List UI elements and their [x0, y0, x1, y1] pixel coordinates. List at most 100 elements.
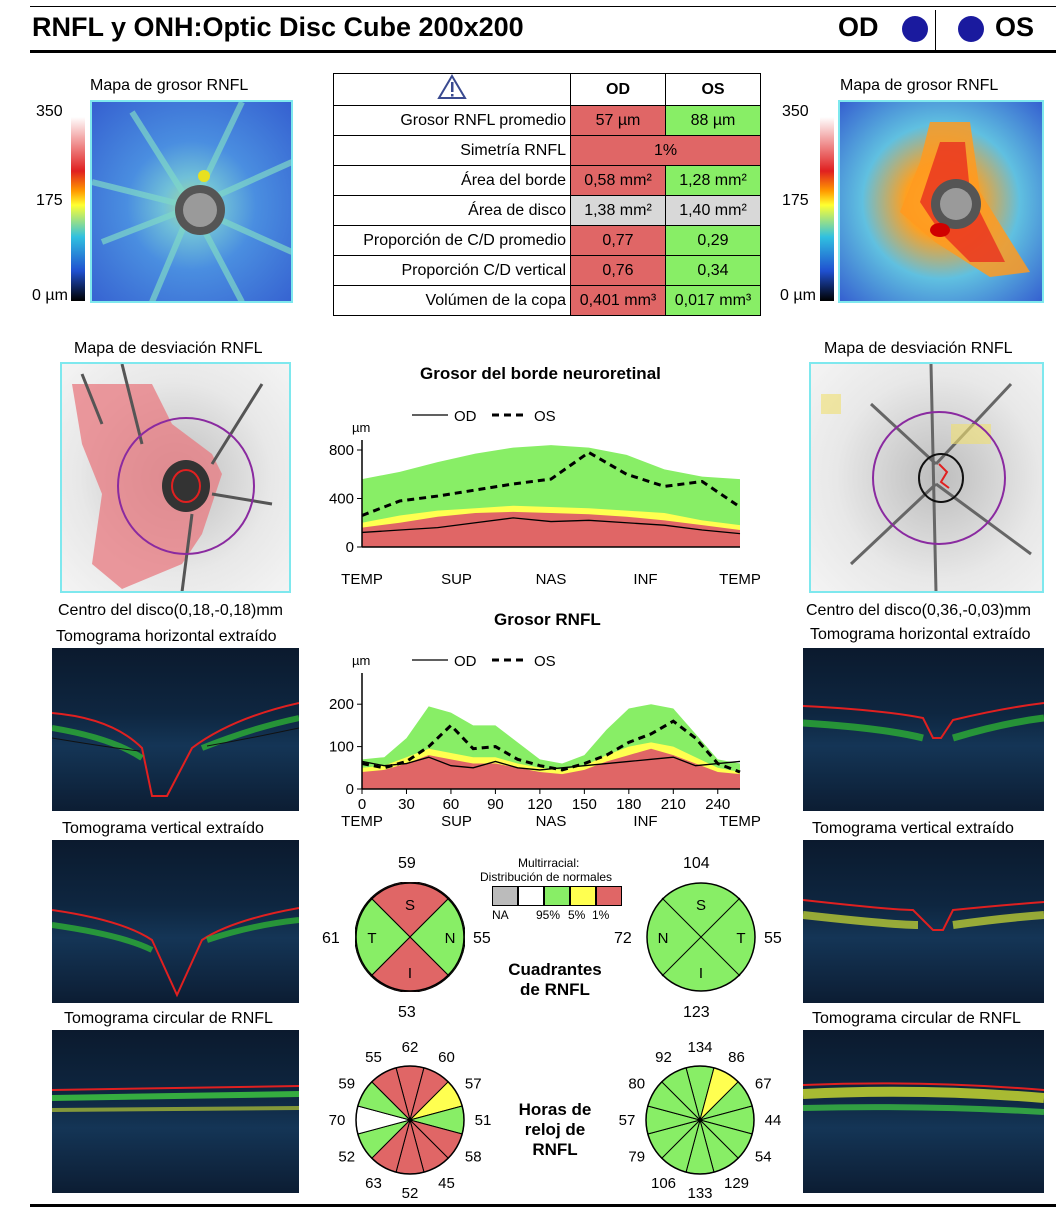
os-scale-min: 0 µm — [780, 287, 816, 304]
os-deviation-map — [809, 362, 1044, 593]
os-label: OS — [995, 12, 1035, 42]
od-quadrant-n — [409, 897, 465, 977]
svg-text:T: T — [367, 930, 376, 947]
od-horizontal-tomogram-title: Tomograma horizontal extraído — [56, 628, 277, 645]
clock-value: 52 — [402, 1185, 419, 1202]
clock-value: 45 — [438, 1175, 455, 1192]
row-label: Simetría RNFL — [333, 135, 571, 166]
od-quadrant-s — [370, 882, 450, 938]
clock-value: 63 — [365, 1175, 382, 1192]
legend-os-label: OS — [534, 408, 556, 425]
x-tick-num: 60 — [443, 796, 460, 813]
os-quadrant-s-value: 104 — [683, 855, 710, 872]
od-quadrant-s-value: 59 — [398, 855, 416, 872]
x-tick-label: INF — [633, 813, 657, 830]
x-tick-label: SUP — [441, 571, 472, 588]
os-quadrant-n-value: 72 — [614, 930, 632, 947]
x-tick-num: 210 — [661, 796, 686, 813]
row-label: Proporción de C/D promedio — [333, 225, 571, 256]
od-label: OD — [838, 12, 879, 42]
od-quadrant-n-value: 55 — [473, 930, 491, 947]
od-deviation-map-title: Mapa de desviación RNFL — [74, 340, 263, 357]
od-quadrant-t — [355, 897, 411, 977]
os-vertical-tomogram-title: Tomograma vertical extraído — [812, 820, 1014, 837]
legend-od-label: OD — [454, 408, 477, 425]
od-scale-min: 0 µm — [32, 287, 68, 304]
os-value: 0,34 — [665, 255, 761, 286]
legend-1-label: 1% — [592, 908, 610, 922]
table-row: Área del borde 0,58 mm² 1,28 mm² — [333, 165, 761, 196]
legend-title-2: Distribución de normales — [480, 870, 613, 884]
clock-value: 58 — [465, 1149, 482, 1166]
od-quadrant-i — [370, 936, 450, 992]
y-unit-label: µm — [352, 653, 370, 668]
normal-band — [362, 511, 740, 547]
os-scale-max: 350 — [782, 103, 809, 120]
os-circular-tomogram — [802, 1030, 1045, 1193]
od-thickness-map — [90, 100, 293, 303]
legend-na-label: NA — [492, 908, 509, 922]
clock-value: 67 — [755, 1076, 772, 1093]
svg-text:S: S — [405, 897, 415, 914]
os-thickness-map-title: Mapa de grosor RNFL — [840, 77, 999, 94]
legend-od-label: OD — [454, 653, 477, 670]
row-label: Área del borde — [333, 165, 571, 196]
clock-value: 86 — [728, 1049, 745, 1066]
od-thickness-colorbar — [71, 101, 85, 301]
clock-value: 70 — [329, 1112, 346, 1129]
x-tick-num: 30 — [398, 796, 415, 813]
os-value: 0,017 mm³ — [665, 285, 761, 316]
x-tick-label: TEMP — [719, 571, 761, 588]
os-quadrant-t-value: 55 — [764, 930, 782, 947]
x-tick-label: NAS — [536, 571, 567, 588]
y-tick-label: 0 — [346, 539, 354, 556]
os-value: 1,28 mm² — [665, 165, 761, 196]
os-clock-chart: 134 86 67 44 54 129 133 106 79 57 80 92 — [619, 1039, 782, 1202]
clock-value: 106 — [651, 1175, 676, 1192]
legend-os-label: OS — [534, 653, 556, 670]
clock-value: 57 — [619, 1112, 636, 1129]
clock-value: 92 — [655, 1049, 672, 1066]
os-value: 1,40 mm² — [665, 195, 761, 226]
header-rule — [30, 50, 1056, 53]
y-tick-label: 400 — [329, 491, 354, 508]
od-value: 0,58 mm² — [570, 165, 666, 196]
x-tick-num: 150 — [572, 796, 597, 813]
x-tick-num: 120 — [527, 796, 552, 813]
row-label: Proporción C/D vertical — [333, 255, 571, 286]
clock-value: 55 — [365, 1049, 382, 1066]
table-row: Simetría RNFL 1% — [333, 135, 761, 166]
y-tick-label: 100 — [329, 739, 354, 756]
normal-band — [362, 748, 740, 789]
legend-95-label: 95% — [536, 908, 561, 922]
top-rule — [30, 6, 1056, 7]
y-tick-label: 0 — [346, 781, 354, 798]
legend-white-swatch — [518, 886, 544, 906]
clock-value: 62 — [402, 1039, 419, 1056]
os-horizontal-tomogram — [802, 648, 1045, 811]
warning-cell — [333, 73, 571, 106]
od-clock-chart: 62 60 57 51 58 45 52 63 52 70 59 55 — [329, 1039, 492, 1202]
table-row: Grosor RNFL promedio 57 µm 88 µm — [333, 105, 761, 136]
col-od-header: OD — [570, 73, 666, 106]
warning-icon — [437, 74, 467, 99]
os-vertical-tomogram — [802, 840, 1045, 1003]
svg-text:N: N — [445, 930, 456, 947]
od-vertical-tomogram — [51, 840, 300, 1003]
os-circular-tomogram-title: Tomograma circular de RNFL — [812, 1010, 1021, 1027]
clock-value: 80 — [628, 1076, 645, 1093]
x-tick-num: 180 — [616, 796, 641, 813]
x-tick-label: TEMP — [341, 571, 383, 588]
od-circular-tomogram-title: Tomograma circular de RNFL — [64, 1010, 273, 1027]
od-quadrant-chart: S N I T — [355, 882, 465, 992]
legend-red-swatch — [596, 886, 622, 906]
legend-na-swatch — [492, 886, 518, 906]
clock-value: 59 — [338, 1076, 355, 1093]
legend-green-swatch — [544, 886, 570, 906]
report-title: RNFL y ONH:Optic Disc Cube 200x200 — [32, 12, 524, 42]
clock-title: Horas de reloj de RNFL — [518, 1100, 592, 1159]
y-unit-label: µm — [352, 420, 370, 435]
x-tick-label: NAS — [536, 813, 567, 830]
legend-yellow-swatch — [570, 886, 596, 906]
clock-value: 54 — [755, 1149, 772, 1166]
